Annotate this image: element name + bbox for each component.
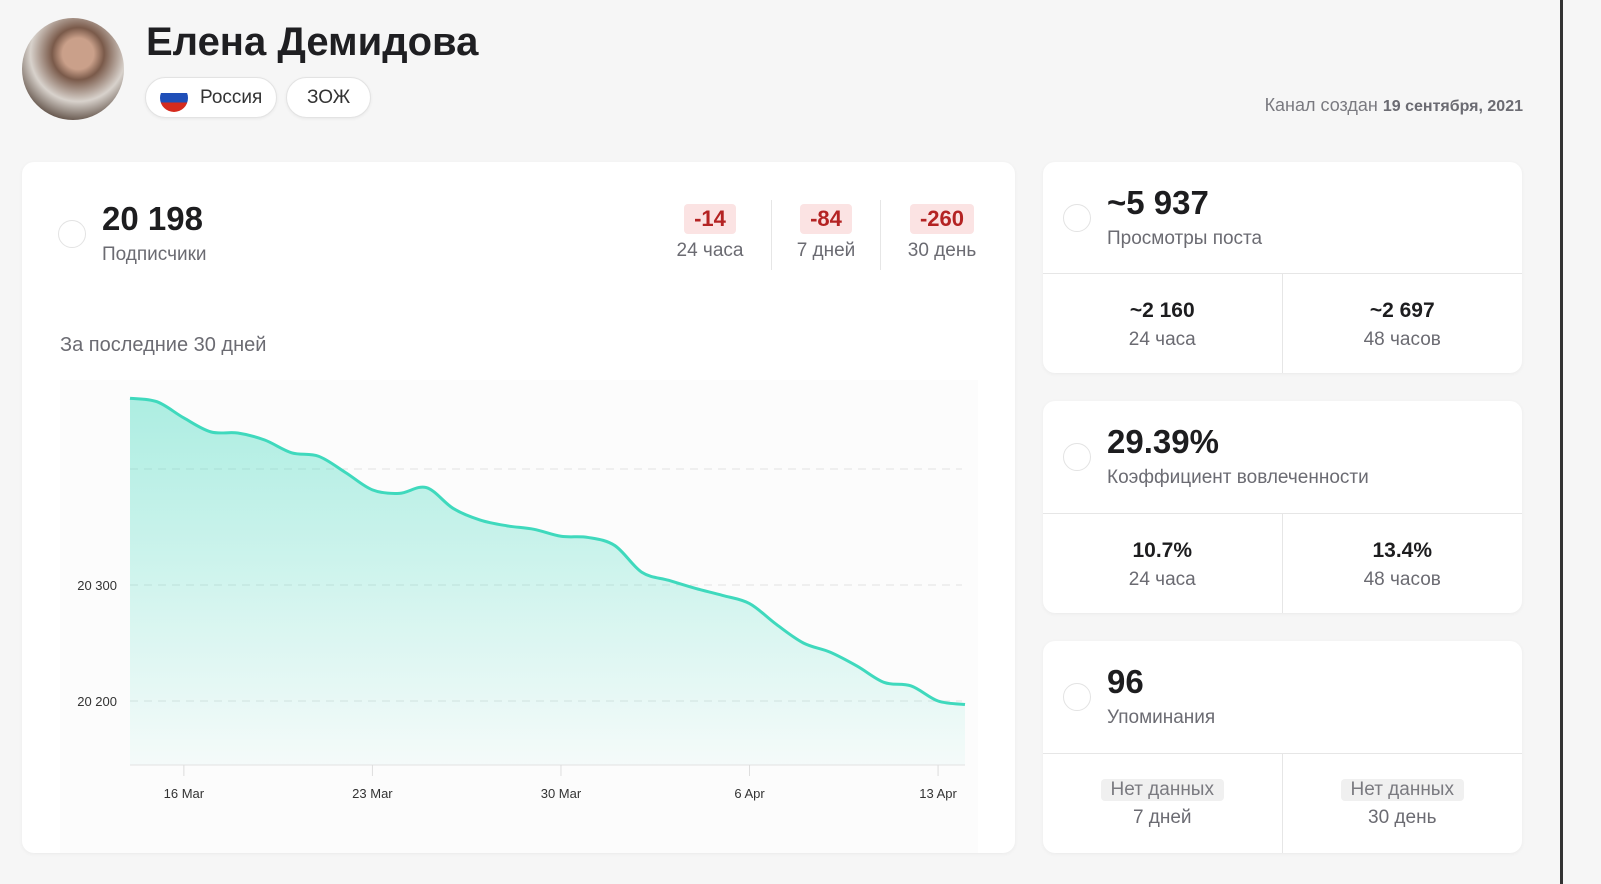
divider [1043, 273, 1522, 274]
mentions-label: Упоминания [1107, 707, 1216, 728]
series-line [129, 396, 966, 706]
x-tick-label: 13 Apr [919, 786, 957, 801]
created-date: Канал создан 19 сентября, 2021 [1264, 95, 1523, 115]
engagement-48h: 13.4% 48 часов [1363, 539, 1441, 590]
divider [1043, 753, 1522, 754]
views-card: ~5 937 Просмотры поста ~2 160 24 часа ~2 … [1043, 162, 1522, 373]
engagement-value: 29.39% [1107, 423, 1219, 460]
scrollbar[interactable] [1560, 0, 1563, 884]
channel-name: Елена Демидова [146, 20, 479, 64]
country-chip[interactable]: Россия [145, 77, 278, 118]
subscribers-label: Подписчики [102, 244, 207, 265]
x-tick-label: 30 Mar [541, 786, 582, 801]
mentions-radio[interactable] [1063, 683, 1091, 711]
views-value: ~5 937 [1107, 184, 1209, 221]
delta-24h: -14 24 часа [676, 204, 744, 261]
views-radio[interactable] [1063, 204, 1091, 232]
mentions-value: 96 [1107, 663, 1144, 700]
mentions-card: 96 Упоминания Нет данных 7 дней Нет данны… [1043, 641, 1522, 853]
views-24h: ~2 160 24 часа [1043, 273, 1283, 373]
delta-7d: -84 7 дней [796, 204, 856, 261]
engagement-card: 29.39% Коэффициент вовлеченности 10.7% 24… [1043, 401, 1522, 613]
subscribers-radio[interactable] [58, 220, 86, 248]
chart-title: За последние 30 дней [60, 334, 267, 356]
y-tick-label: 20 300 [77, 578, 117, 593]
divider [880, 200, 881, 270]
y-tick-label: 20 200 [77, 694, 117, 709]
area-fill [130, 398, 965, 765]
topic-chip[interactable]: ЗОЖ [286, 77, 372, 118]
views-48h: ~2 697 48 часов [1363, 299, 1441, 350]
x-tick-label: 6 Apr [734, 786, 765, 801]
avatar [22, 18, 124, 120]
engagement-radio[interactable] [1063, 443, 1091, 471]
engagement-label: Коэффициент вовлеченности [1107, 467, 1369, 488]
russia-flag-icon [160, 83, 188, 112]
mentions-30d: Нет данных 30 день [1283, 753, 1523, 853]
engagement-24h: 10.7% 24 часа [1043, 513, 1283, 613]
divider [771, 200, 772, 270]
delta-30d: -260 30 день [907, 204, 977, 261]
x-tick-label: 23 Mar [352, 786, 393, 801]
mentions-7d: Нет данных 7 дней [1043, 753, 1283, 853]
views-label: Просмотры поста [1107, 228, 1263, 249]
divider [1043, 513, 1522, 514]
country-label: Россия [200, 86, 263, 108]
subscribers-value: 20 198 [102, 200, 203, 237]
x-tick-label: 16 Mar [164, 786, 205, 801]
topic-label: ЗОЖ [307, 86, 351, 108]
